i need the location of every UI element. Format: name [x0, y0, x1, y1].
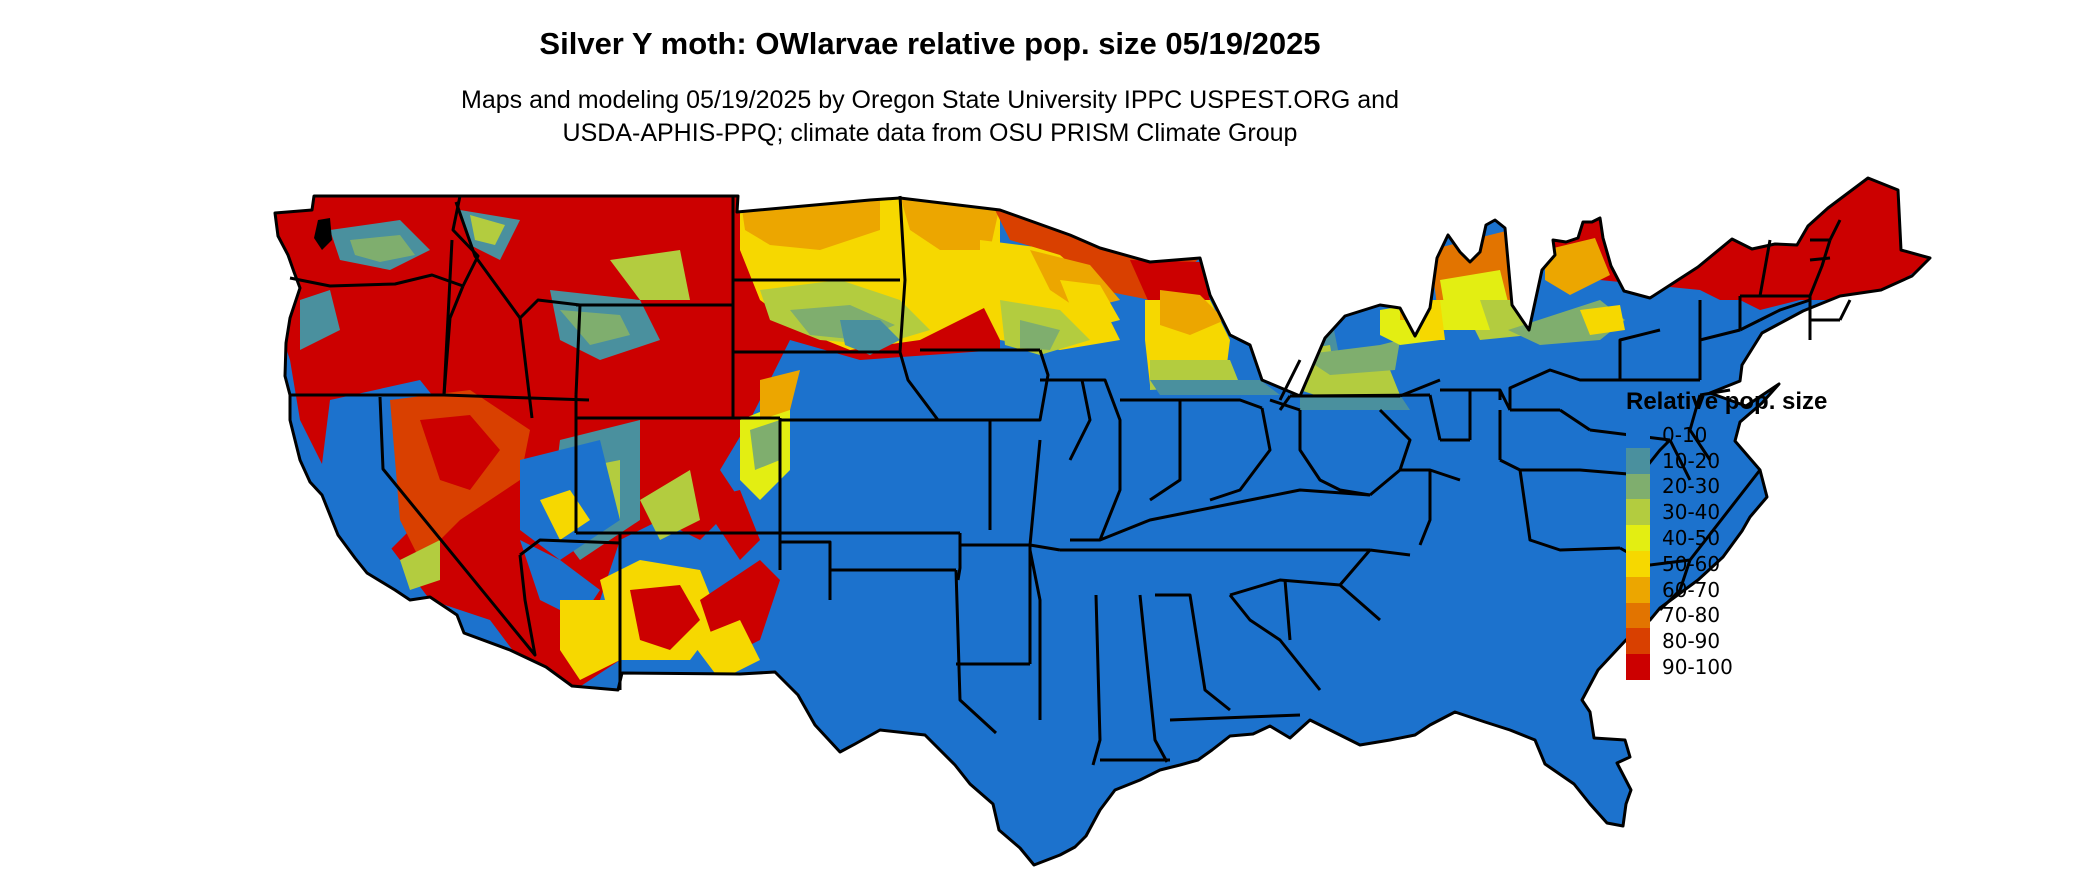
- puget-sound: [314, 218, 332, 250]
- map-title: Silver Y moth: OWlarvae relative pop. si…: [539, 26, 1321, 61]
- legend-item: 20-30: [1626, 473, 1827, 500]
- legend-label: 90-100: [1662, 655, 1733, 680]
- legend-swatch: [1626, 576, 1650, 603]
- map-subtitle: Maps and modeling 05/19/2025 by Oregon S…: [0, 84, 1860, 150]
- legend-title: Relative pop. size: [1626, 388, 1828, 415]
- legend-item: 80-90: [1626, 628, 1827, 655]
- legend-swatch: [1626, 654, 1650, 680]
- legend-swatch: [1626, 499, 1650, 526]
- legend-item: 50-60: [1626, 550, 1827, 577]
- legend-swatch: [1626, 473, 1650, 500]
- legend-label: 80-90: [1662, 629, 1721, 654]
- legend-label: 20-30: [1662, 474, 1721, 499]
- legend-item: 30-40: [1626, 499, 1827, 526]
- legend-label: 0-10: [1662, 422, 1708, 447]
- legend-label: 10-20: [1662, 448, 1721, 473]
- legend-swatch: [1626, 447, 1650, 474]
- map-legend: Relative pop. size 0-10 10-20 20-30 30-40 40…: [1626, 388, 1827, 680]
- legend-swatch: [1626, 628, 1650, 655]
- legend-label: 30-40: [1662, 500, 1721, 525]
- subtitle-line-2: USDA-APHIS-PPQ; climate data from OSU PR…: [562, 119, 1298, 147]
- legend-item: 90-100: [1626, 654, 1827, 680]
- legend-item: 40-50: [1626, 525, 1827, 551]
- legend-swatch: [1626, 602, 1650, 629]
- state-borders: [289, 195, 1852, 766]
- legend-item: 70-80: [1626, 602, 1827, 629]
- legend-swatch: [1626, 422, 1650, 448]
- legend-swatch: [1626, 525, 1650, 551]
- legend-label: 40-50: [1662, 526, 1721, 551]
- legend-label: 70-80: [1662, 603, 1721, 628]
- legend-item: 0-10: [1626, 422, 1827, 448]
- legend-label: 60-70: [1662, 577, 1721, 602]
- legend-label: 50-60: [1662, 551, 1721, 576]
- legend-item: 60-70: [1626, 576, 1827, 603]
- legend-items: 0-10 10-20 20-30 30-40 40-50 50-60 60-70 70-80 8…: [1626, 422, 1827, 680]
- subtitle-line-1: Maps and modeling 05/19/2025 by Oregon S…: [461, 86, 1399, 114]
- legend-item: 10-20: [1626, 447, 1827, 474]
- legend-swatch: [1626, 550, 1650, 577]
